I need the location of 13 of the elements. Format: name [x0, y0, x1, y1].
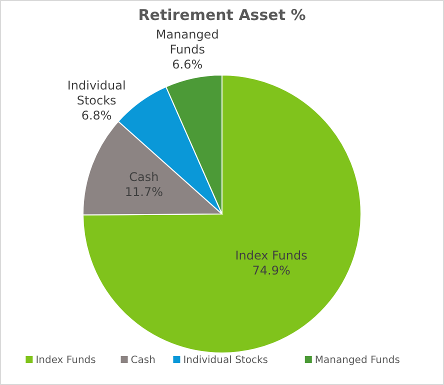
- slice-label: Individual Stocks: [67, 78, 126, 108]
- legend-label: Index Funds: [36, 355, 96, 366]
- legend-label: Mananged Funds: [314, 355, 400, 366]
- legend-label: Cash: [130, 355, 156, 366]
- slice-label: Index Funds: [235, 248, 308, 262]
- data-label: 74.9%: [252, 263, 290, 278]
- slice-label: Mananged Funds: [156, 27, 219, 56]
- legend-label: Individual Stocks: [183, 355, 268, 366]
- chart-title: Retirement Asset %: [138, 6, 306, 24]
- data-label: 6.6%: [172, 57, 203, 72]
- data-label: 6.8%: [81, 108, 112, 123]
- slice-label: Cash: [129, 170, 159, 184]
- data-label: 11.7%: [124, 185, 164, 200]
